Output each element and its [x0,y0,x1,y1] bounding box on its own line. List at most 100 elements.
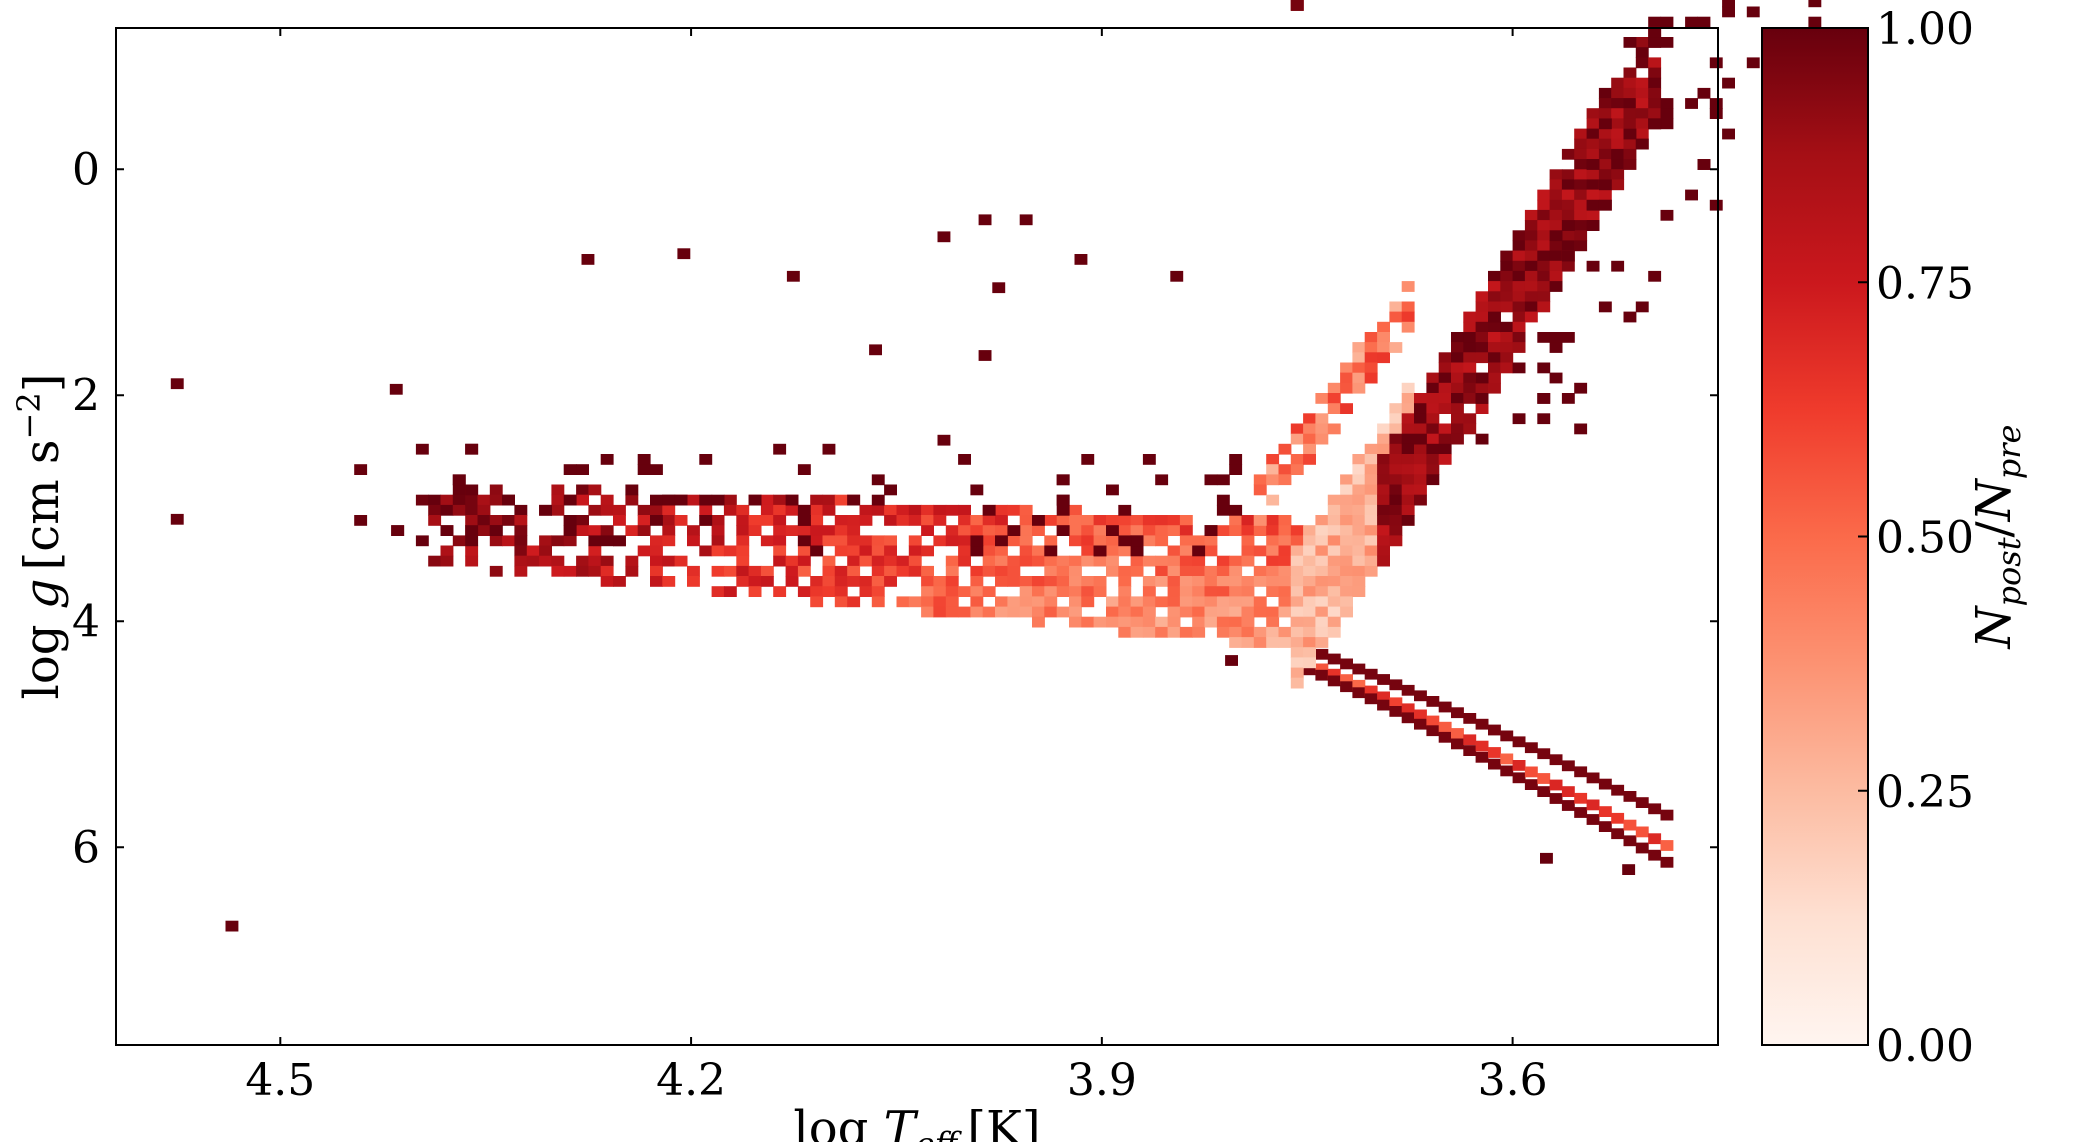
heatmap-cell [1364,565,1378,577]
heatmap-cell [1500,281,1514,292]
heatmap-cell [1167,606,1181,618]
heatmap-cell [576,484,589,496]
heatmap-cell [995,515,1008,526]
heatmap-cell [1278,586,1292,597]
heatmap-cell [1340,525,1353,536]
heatmap-cell [1278,525,1292,536]
heatmap-cell [822,555,836,567]
heatmap-cell [958,545,971,557]
heatmap-cell [674,494,688,506]
heatmap-outlier [937,231,951,243]
heatmap-cell [1303,647,1316,658]
heatmap-cell [797,565,811,577]
heatmap-cell [1401,504,1415,516]
heatmap-cell [822,494,836,506]
heatmap-cell [945,535,959,547]
heatmap-cell [1561,786,1575,797]
heatmap-cell [1290,565,1304,577]
heatmap-cell [1241,555,1255,567]
heatmap-cell [1648,77,1662,89]
heatmap-cell [1056,494,1070,506]
heatmap-cell [625,525,639,536]
heatmap-cell [1561,250,1575,262]
heatmap-cell [1352,474,1366,486]
heatmap-cell [1537,301,1551,313]
heatmap-cell [1241,515,1255,526]
heatmap-cell [847,596,861,608]
heatmap-cell [1340,606,1353,618]
heatmap-cell [1377,454,1390,465]
heatmap-cell [1081,616,1095,628]
heatmap-cell [662,494,676,506]
heatmap-cell [1352,586,1366,597]
heatmap-cell [1512,772,1526,784]
heatmap-cell [1081,535,1095,547]
heatmap-cell [600,454,614,465]
heatmap-cell [1155,565,1169,577]
heatmap-cell [1364,474,1378,486]
heatmap-cell [1290,606,1304,618]
heatmap-cell [1216,586,1230,597]
heatmap-cell [1130,545,1144,557]
heatmap-cell [650,555,663,567]
heatmap-cell [354,464,368,475]
heatmap-cell [834,494,848,506]
heatmap-cell [871,535,885,547]
heatmap-cell [1019,606,1033,618]
heatmap-cell [1364,332,1378,343]
heatmap-cell [1389,423,1403,435]
heatmap-cell [1106,555,1119,567]
heatmap-cell [1549,754,1563,766]
heatmap-cell [908,504,922,516]
heatmap-cell [1216,565,1230,577]
heatmap-cell [1537,209,1551,221]
y-axis-label: log g[cm s−2] [10,374,70,700]
heatmap-cell [871,494,885,506]
heatmap-cell [465,484,479,496]
heatmap-cell [1204,545,1218,557]
heatmap-cell [1364,545,1378,557]
heatmap-cell [1377,474,1390,486]
heatmap-cell [810,576,824,587]
heatmap-cell [1290,535,1304,547]
heatmap-cell [1401,684,1415,696]
heatmap-cell [1401,443,1415,455]
heatmap-cell [995,565,1008,577]
heatmap-cell [1463,745,1477,756]
heatmap-cell [945,565,959,577]
heatmap-cell [1142,525,1156,536]
heatmap-cell [428,515,442,526]
heatmap-cell [1278,637,1292,648]
heatmap-cell [1463,734,1477,746]
heatmap-cell [588,525,602,536]
heatmap-cell [1241,596,1255,608]
heatmap-cell [1352,663,1366,675]
heatmap-cell [1623,67,1637,79]
heatmap-cell [1315,545,1329,557]
heatmap-cell [1475,433,1489,445]
heatmap-cell [1463,393,1477,404]
heatmap-cell [1081,555,1095,567]
heatmap-cell [736,504,750,516]
heatmap-cell [711,515,725,526]
heatmap-cell [970,535,984,547]
heatmap-cell [1303,555,1316,567]
heatmap-outlier [1074,254,1088,265]
heatmap-cell [1648,98,1662,109]
heatmap-cell [1438,701,1452,713]
heatmap-cell [834,565,848,577]
heatmap-cell [489,515,503,526]
heatmap-cell [1635,301,1649,313]
heatmap-cell [1327,525,1341,536]
heatmap-cell [760,576,774,587]
heatmap-cell [1623,138,1637,150]
heatmap-cell [489,565,503,577]
heatmap-cell [748,494,762,506]
heatmap-cell [502,494,515,506]
heatmap-cell [1426,443,1440,455]
heatmap-cell [933,504,947,516]
heatmap-cell [1549,332,1563,343]
heatmap-cell [1549,281,1563,292]
heatmap-cell [1253,596,1267,608]
heatmap-cell [982,555,996,567]
